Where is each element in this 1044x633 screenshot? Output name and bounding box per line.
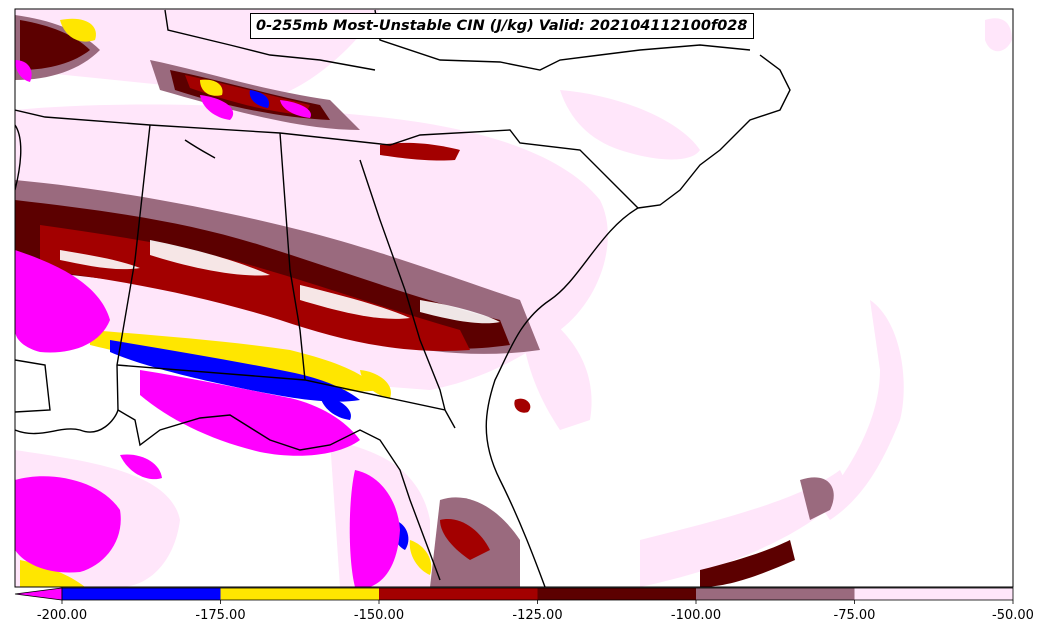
colorbar-segment <box>220 588 379 600</box>
cin-streaks-white <box>60 240 500 324</box>
colorbar-tick-label: -50.00 <box>992 608 1034 623</box>
colorbar-extend-min <box>14 587 63 601</box>
cin-fill-magenta <box>15 60 400 587</box>
plot-frame <box>14 8 1014 588</box>
colorbar-tick-label: -150.00 <box>353 608 405 623</box>
colorbar-tick-label: -100.00 <box>670 608 722 623</box>
coastlines-and-borders <box>15 9 791 587</box>
colorbar <box>14 587 1014 604</box>
colorbar-segment <box>537 588 696 600</box>
colorbar-tick-label: -75.00 <box>833 608 876 623</box>
colorbar-tick-label: -175.00 <box>195 608 246 623</box>
colorbar-segment <box>62 588 221 600</box>
colorbar-segment <box>696 588 855 600</box>
colorbar-segment <box>854 588 1013 600</box>
colorbar-tick-label: -125.00 <box>512 608 563 623</box>
colorbar-segment <box>379 588 538 600</box>
cin-fill-yellow <box>20 18 432 587</box>
map-title: 0-255mb Most-Unstable CIN (J/kg) Valid: … <box>250 13 754 39</box>
colorbar-tick-label: -200.00 <box>36 608 88 623</box>
